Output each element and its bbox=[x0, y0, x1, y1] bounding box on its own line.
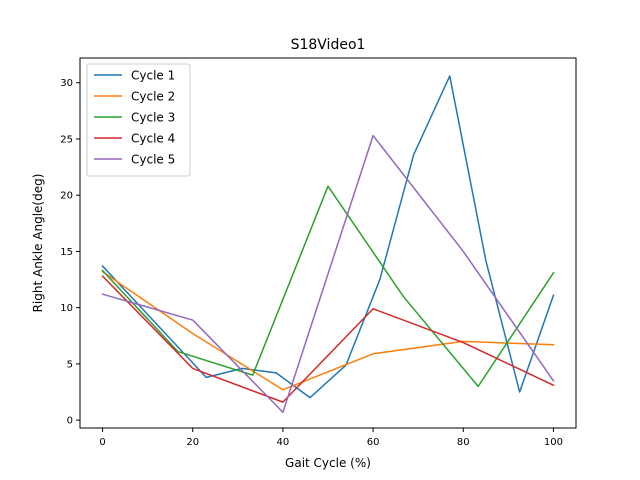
legend: Cycle 1 Cycle 2 Cycle 3 Cycle 4 Cycle 5 bbox=[86, 63, 191, 177]
y-axis-label: Right Ankle Angle(deg) bbox=[31, 174, 45, 313]
y-tick-label: 10 bbox=[60, 303, 73, 314]
legend-label: Cycle 3 bbox=[131, 111, 175, 125]
series-line-cycle-4 bbox=[101, 275, 555, 403]
x-tick-label: 100 bbox=[544, 437, 563, 448]
x-tick-label: 0 bbox=[99, 437, 105, 448]
legend-box bbox=[86, 63, 191, 177]
y-tick-label: 30 bbox=[60, 78, 73, 89]
x-axis-label: Gait Cycle (%) bbox=[285, 456, 371, 470]
chart-title: S18Video1 bbox=[291, 37, 366, 53]
plot-area-frame bbox=[79, 57, 577, 429]
x-tick-label: 40 bbox=[277, 437, 290, 448]
x-tick-label: 20 bbox=[186, 437, 199, 448]
legend-label: Cycle 1 bbox=[131, 69, 175, 83]
legend-label: Cycle 4 bbox=[131, 132, 175, 146]
series-line-cycle-3 bbox=[101, 185, 555, 388]
series-line-cycle-2 bbox=[101, 270, 555, 391]
x-tick-label: 60 bbox=[367, 437, 380, 448]
y-tick-label: 5 bbox=[67, 359, 73, 370]
x-tick-label: 80 bbox=[457, 437, 470, 448]
legend-label: Cycle 5 bbox=[131, 153, 175, 167]
y-tick-label: 25 bbox=[60, 134, 73, 145]
legend-label: Cycle 2 bbox=[131, 90, 175, 104]
y-tick-label: 0 bbox=[67, 416, 73, 427]
y-tick-label: 20 bbox=[60, 191, 73, 202]
axes-layer: 0 20 40 60 80 100 0 5 10 15 20 25 30 bbox=[60, 78, 563, 448]
series-layer bbox=[101, 75, 555, 414]
y-tick-label: 15 bbox=[60, 247, 73, 258]
series-line-cycle-5 bbox=[101, 134, 555, 414]
